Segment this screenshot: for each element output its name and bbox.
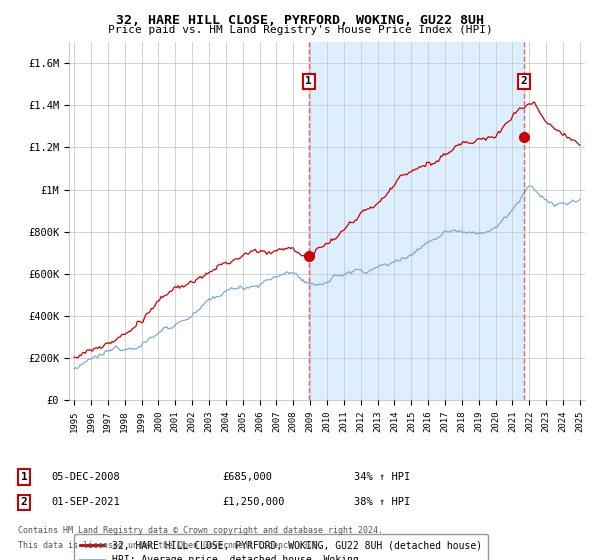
Text: £685,000: £685,000 <box>222 472 272 482</box>
Text: 2: 2 <box>520 76 527 86</box>
Text: 2: 2 <box>20 497 28 507</box>
Text: 1: 1 <box>305 76 312 86</box>
Text: 1: 1 <box>20 472 28 482</box>
Legend: 32, HARE HILL CLOSE, PYRFORD, WOKING, GU22 8UH (detached house), HPI: Average pr: 32, HARE HILL CLOSE, PYRFORD, WOKING, GU… <box>74 534 488 560</box>
Text: 34% ↑ HPI: 34% ↑ HPI <box>354 472 410 482</box>
Text: Price paid vs. HM Land Registry's House Price Index (HPI): Price paid vs. HM Land Registry's House … <box>107 25 493 35</box>
Text: Contains HM Land Registry data © Crown copyright and database right 2024.: Contains HM Land Registry data © Crown c… <box>18 526 383 535</box>
Text: 32, HARE HILL CLOSE, PYRFORD, WOKING, GU22 8UH: 32, HARE HILL CLOSE, PYRFORD, WOKING, GU… <box>116 14 484 27</box>
Bar <box>309 42 524 400</box>
Text: £1,250,000: £1,250,000 <box>222 497 284 507</box>
Text: 01-SEP-2021: 01-SEP-2021 <box>51 497 120 507</box>
Text: This data is licensed under the Open Government Licence v3.0.: This data is licensed under the Open Gov… <box>18 541 323 550</box>
Text: 38% ↑ HPI: 38% ↑ HPI <box>354 497 410 507</box>
Text: 05-DEC-2008: 05-DEC-2008 <box>51 472 120 482</box>
